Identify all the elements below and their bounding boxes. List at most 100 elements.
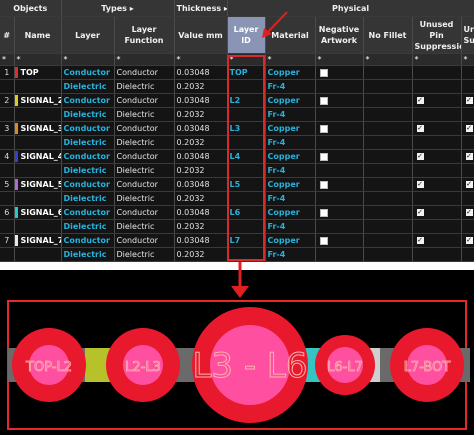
row-number-cell[interactable]: 2 [0, 93, 15, 108]
layer-name-cell[interactable] [14, 191, 62, 206]
row-number-cell[interactable]: 7 [0, 233, 15, 248]
unused-pin-cell-2[interactable] [461, 79, 474, 94]
layer-id-cell[interactable]: L3 [227, 121, 266, 136]
negative-artwork-cell[interactable] [315, 149, 364, 164]
material-cell[interactable]: Copper [265, 205, 316, 220]
table-row[interactable]: Dielectric Dielectric 0.2032 Fr-4 [0, 219, 474, 234]
no-fillet-cell[interactable] [363, 247, 413, 262]
row-number-cell[interactable] [0, 191, 15, 206]
unused-pin-cell[interactable] [412, 65, 462, 80]
negative-artwork-cell[interactable] [315, 121, 364, 136]
checkbox-icon[interactable] [319, 208, 328, 217]
row-number-cell[interactable]: 4 [0, 149, 15, 164]
layer-name-cell[interactable]: TOP [14, 65, 62, 80]
via-l6-l7[interactable]: L6-L7 [315, 335, 375, 395]
filter-cell[interactable]: * [315, 53, 364, 66]
column-header-layer[interactable]: Layer [61, 16, 115, 54]
negative-artwork-cell[interactable] [315, 79, 364, 94]
layer-id-cell[interactable]: L4 [227, 149, 266, 164]
material-cell[interactable]: Copper [265, 261, 316, 262]
layer-function-cell[interactable]: Dielectric [114, 163, 175, 178]
material-cell[interactable]: Fr-4 [265, 163, 316, 178]
material-cell[interactable]: Copper [265, 93, 316, 108]
layer-function-cell[interactable]: Conductor [114, 93, 175, 108]
checkbox-icon[interactable]: ✓ [416, 208, 424, 216]
column-header-value[interactable]: Value mm [174, 16, 228, 54]
unused-pin-cell[interactable] [412, 191, 462, 206]
negative-artwork-cell[interactable] [315, 163, 364, 178]
no-fillet-cell[interactable] [363, 121, 413, 136]
thickness-value-cell[interactable]: 0.2032 [174, 247, 228, 262]
negative-artwork-cell[interactable] [315, 107, 364, 122]
layer-type-cell[interactable]: Dielectric [61, 247, 115, 262]
expand-arrow-icon[interactable]: ▸ [129, 3, 134, 13]
unused-pin-cell[interactable] [412, 261, 462, 262]
material-cell[interactable]: Fr-4 [265, 79, 316, 94]
table-row[interactable]: 3 SIGNAL_3 Conductor Conductor 0.03048 L3 Copp… [0, 121, 474, 136]
layer-type-cell[interactable]: Dielectric [61, 79, 115, 94]
unused-pin-cell-2[interactable] [461, 65, 474, 80]
layer-name-cell[interactable] [14, 163, 62, 178]
layer-name-cell[interactable]: SIGNAL_7 [14, 233, 62, 248]
row-number-cell[interactable] [0, 107, 15, 122]
column-header-negative-artwork[interactable]: Negative Artwork [315, 16, 364, 54]
material-cell[interactable]: Fr-4 [265, 247, 316, 262]
table-row[interactable]: Dielectric Dielectric 0.2032 Fr-4 [0, 79, 474, 94]
row-number-cell[interactable]: 8 [0, 261, 15, 262]
checkbox-icon[interactable]: ✓ [465, 152, 473, 160]
checkbox-icon[interactable] [319, 152, 328, 161]
material-cell[interactable]: Copper [265, 233, 316, 248]
unused-pin-cell[interactable]: ✓ [412, 149, 462, 164]
checkbox-icon[interactable]: ✓ [416, 124, 424, 132]
layer-id-cell[interactable]: BOT [227, 261, 266, 262]
material-cell[interactable]: Copper [265, 65, 316, 80]
table-row[interactable]: 6 SIGNAL_6 Conductor Conductor 0.03048 L6 Copp… [0, 205, 474, 220]
checkbox-icon[interactable]: ✓ [416, 152, 424, 160]
unused-pin-cell[interactable]: ✓ [412, 233, 462, 248]
table-row[interactable]: 5 SIGNAL_5 Conductor Conductor 0.03048 L5 Copp… [0, 177, 474, 192]
negative-artwork-cell[interactable] [315, 177, 364, 192]
material-cell[interactable]: Copper [265, 121, 316, 136]
checkbox-icon[interactable] [319, 68, 328, 77]
filter-cell[interactable]: * [265, 53, 316, 66]
unused-pin-cell[interactable]: ✓ [412, 121, 462, 136]
layer-id-cell[interactable]: L2 [227, 93, 266, 108]
no-fillet-cell[interactable] [363, 191, 413, 206]
column-header-material[interactable]: Material [265, 16, 316, 54]
thickness-value-cell[interactable]: 0.03048 [174, 65, 228, 80]
row-number-cell[interactable]: 6 [0, 205, 15, 220]
layer-function-cell[interactable]: Conductor [114, 261, 175, 262]
layer-type-cell[interactable]: Conductor [61, 149, 115, 164]
column-header-layer-function[interactable]: Layer Function [114, 16, 175, 54]
via-l7-bot[interactable]: L7-BOT [390, 328, 464, 402]
table-row[interactable]: Dielectric Dielectric 0.2032 Fr-4 [0, 107, 474, 122]
layer-id-cell[interactable]: TOP [227, 65, 266, 80]
no-fillet-cell[interactable] [363, 261, 413, 262]
layer-id-cell[interactable]: L6 [227, 205, 266, 220]
row-number-cell[interactable]: 5 [0, 177, 15, 192]
layer-type-cell[interactable]: Dielectric [61, 219, 115, 234]
unused-pin-cell-2[interactable] [461, 135, 474, 150]
layer-type-cell[interactable]: Conductor [61, 177, 115, 192]
no-fillet-cell[interactable] [363, 79, 413, 94]
layer-id-cell[interactable] [227, 163, 266, 178]
unused-pin-cell-2[interactable]: ✓ [461, 149, 474, 164]
column-header-unused-pin-suppression[interactable]: Unused Pin Suppression [412, 16, 462, 54]
unused-pin-cell[interactable] [412, 107, 462, 122]
column-header-no-fillet[interactable]: No Fillet [363, 16, 413, 54]
table-row[interactable]: Dielectric Dielectric 0.2032 Fr-4 [0, 191, 474, 206]
thickness-value-cell[interactable]: 0.03048 [174, 233, 228, 248]
checkbox-icon[interactable] [319, 236, 328, 245]
row-number-cell[interactable] [0, 219, 15, 234]
table-row[interactable]: 4 SIGNAL_4 Conductor Conductor 0.03048 L4 Copp… [0, 149, 474, 164]
layer-id-cell[interactable] [227, 247, 266, 262]
checkbox-icon[interactable]: ✓ [465, 124, 473, 132]
material-cell[interactable]: Fr-4 [265, 135, 316, 150]
no-fillet-cell[interactable] [363, 233, 413, 248]
expand-arrow-icon[interactable]: ▸ [224, 4, 226, 13]
layer-type-cell[interactable]: Conductor [61, 233, 115, 248]
unused-pin-cell-2[interactable]: ✓ [461, 121, 474, 136]
thickness-value-cell[interactable]: 0.03048 [174, 205, 228, 220]
unused-pin-cell[interactable]: ✓ [412, 177, 462, 192]
filter-cell[interactable]: * [461, 53, 474, 66]
